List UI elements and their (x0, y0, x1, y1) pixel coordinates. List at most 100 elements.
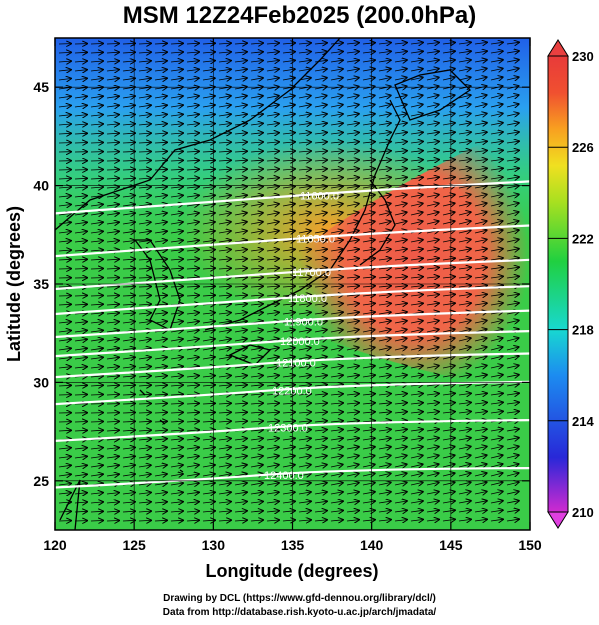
wind-arrow (378, 321, 391, 323)
wind-arrow (202, 295, 215, 296)
wind-arrow (186, 133, 199, 134)
wind-arrow (90, 330, 103, 332)
wind-arrow (314, 60, 327, 62)
wind-arrow (138, 169, 151, 170)
wind-arrow (122, 295, 135, 296)
wind-arrow (298, 169, 311, 170)
wind-arrow (346, 277, 359, 278)
wind-arrow (122, 287, 135, 288)
wind-arrow (378, 249, 391, 251)
wind-arrow (394, 303, 407, 305)
wind-arrow (266, 60, 279, 62)
wind-arrow (298, 96, 311, 98)
wind-arrow (266, 213, 279, 215)
wind-arrow (122, 213, 135, 215)
wind-arrow (138, 161, 151, 162)
wind-arrow (250, 231, 263, 233)
wind-arrow (106, 213, 119, 215)
wind-arrow (234, 61, 247, 63)
wind-arrow (426, 86, 439, 89)
wind-arrow (218, 96, 231, 98)
wind-arrow (442, 168, 455, 170)
wind-arrow (490, 276, 503, 278)
wind-arrow (490, 132, 503, 134)
wind-arrow (458, 69, 471, 72)
wind-arrow (202, 52, 215, 53)
wind-arrow (90, 105, 103, 107)
wind-arrow (218, 321, 231, 323)
contour-label: 11800.0 (288, 293, 327, 305)
wind-arrow (378, 221, 391, 224)
wind-arrow (58, 96, 71, 98)
wind-arrow (74, 259, 87, 260)
wind-arrow (314, 259, 327, 260)
wind-arrow (298, 277, 311, 278)
wind-arrow (362, 303, 375, 305)
wind-arrow (298, 240, 311, 242)
wind-arrow (474, 212, 487, 215)
wind-arrow (330, 133, 343, 135)
wind-arrow (362, 78, 375, 80)
wind-arrow (394, 151, 407, 152)
wind-arrow (490, 249, 503, 251)
wind-arrow (378, 51, 391, 53)
contour-label: 11700.0 (292, 267, 331, 279)
wind-arrow (458, 277, 471, 279)
wind-arrow (138, 304, 151, 305)
wind-arrow (218, 195, 231, 197)
wind-arrow (394, 132, 407, 134)
wind-arrow (378, 186, 391, 188)
wind-arrow (202, 231, 215, 233)
wind-arrow (266, 43, 279, 44)
wind-arrow (474, 230, 487, 233)
wind-arrow (170, 250, 183, 251)
wind-arrow (90, 521, 103, 522)
wind-arrow (218, 213, 231, 215)
wind-arrow (506, 77, 519, 80)
wind-arrow (314, 169, 327, 170)
wind-arrow (314, 222, 327, 224)
wind-arrow (234, 321, 247, 323)
wind-arrow (410, 221, 423, 224)
wind-arrow (506, 249, 519, 251)
wind-arrow (106, 96, 119, 98)
wind-arrow (410, 321, 423, 323)
footer-credits: Drawing by DCL (https://www.gfd-dennou.o… (0, 592, 599, 620)
wind-arrow (362, 249, 375, 251)
wind-arrow (330, 312, 343, 314)
wind-arrow (250, 249, 263, 251)
wind-arrow (154, 231, 167, 233)
wind-arrow (426, 212, 439, 215)
wind-arrow (202, 259, 215, 260)
wind-arrow (234, 133, 247, 134)
wind-arrow (186, 105, 199, 107)
wind-arrow (490, 203, 503, 206)
wind-arrow (410, 195, 423, 197)
wind-arrow (234, 169, 247, 170)
wind-arrow (490, 141, 503, 143)
wind-arrow (426, 258, 439, 260)
wind-arrow (410, 303, 423, 305)
wind-arrow (330, 231, 343, 233)
wind-arrow (74, 296, 87, 297)
wind-arrow (282, 231, 295, 233)
wind-arrow (314, 142, 327, 143)
wind-arrow (458, 60, 471, 62)
wind-arrow (474, 168, 487, 170)
wind-arrow (314, 133, 327, 135)
wind-arrow (218, 142, 231, 143)
wind-arrow (426, 114, 439, 116)
wind-arrow (330, 186, 343, 188)
wind-arrow (330, 151, 343, 152)
wind-arrow (58, 222, 71, 224)
wind-arrow (170, 52, 183, 53)
wind-arrow (266, 249, 279, 251)
wind-arrow (202, 321, 215, 323)
x-tick-label: 130 (202, 537, 226, 553)
wind-arrow (122, 278, 135, 279)
wind-arrow (330, 105, 343, 107)
wind-arrow (138, 413, 151, 414)
wind-arrow (250, 151, 263, 152)
wind-arrow (266, 259, 279, 260)
wind-arrow (378, 132, 391, 134)
